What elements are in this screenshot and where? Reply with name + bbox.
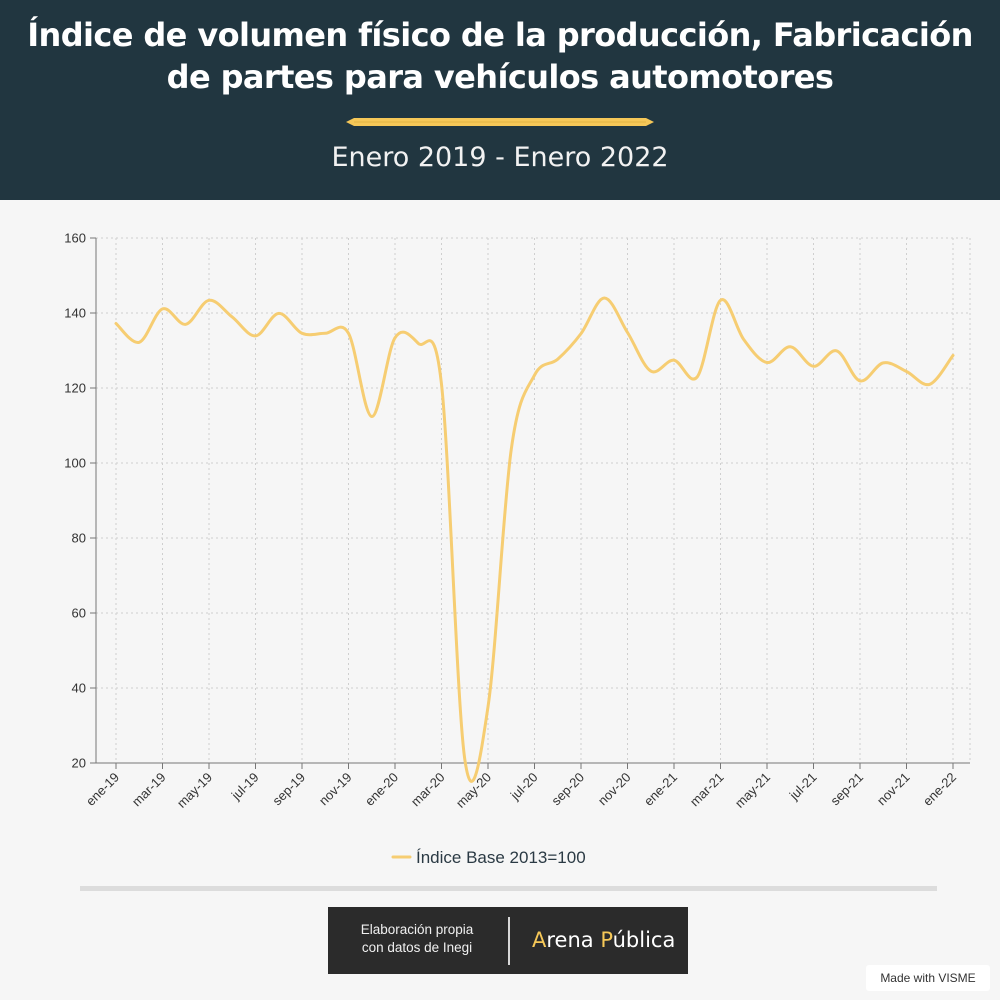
- brand-text-2: ública: [612, 928, 676, 952]
- legend-label: Índice Base 2013=100: [416, 848, 586, 867]
- y-axis-ticks: 20 40 60 80 100 120 140 160: [64, 231, 96, 771]
- brand-letter-p: P: [600, 928, 613, 952]
- y-tick-label: 140: [64, 306, 86, 321]
- series-line: [114, 296, 955, 783]
- x-tick-label: ene-21: [641, 770, 680, 809]
- series-layer: [114, 296, 955, 783]
- credit-text: Elaboración propia con datos de Inegi: [342, 921, 492, 957]
- made-with-visme-badge[interactable]: Made with VISME: [866, 965, 990, 991]
- line-chart: 20 40 60 80 100 120 140 160 ene-19 mar-19 may-19 j…: [64, 231, 971, 867]
- x-tick-label: mar-21: [687, 770, 727, 810]
- x-tick-label: ene-20: [362, 770, 401, 809]
- x-tick-label: sep-20: [548, 770, 587, 809]
- grid-lines: [96, 237, 971, 763]
- axes: [95, 238, 970, 764]
- y-tick-label: 160: [64, 231, 86, 246]
- x-tick-label: sep-19: [269, 770, 308, 809]
- chart-area: 20 40 60 80 100 120 140 160 ene-19 mar-19 may-19 j…: [0, 200, 1000, 880]
- y-tick-label: 80: [72, 531, 86, 546]
- chart-header: Índice de volumen físico de la producció…: [0, 0, 1000, 200]
- credit-separator: [508, 917, 510, 965]
- x-tick-label: mar-19: [129, 770, 169, 810]
- y-tick-label: 120: [64, 381, 86, 396]
- x-tick-label: may-21: [732, 770, 773, 811]
- x-axis-ticks: ene-19 mar-19 may-19 jul-19 sep-19 nov-19 ene-…: [83, 763, 959, 811]
- x-tick-label: ene-19: [83, 770, 122, 809]
- chart-subtitle: Enero 2019 - Enero 2022: [331, 142, 669, 173]
- x-tick-label: ene-22: [920, 770, 959, 809]
- x-tick-label: jul-20: [507, 770, 541, 804]
- x-tick-label: jul-19: [228, 770, 262, 804]
- x-tick-label: nov-21: [874, 770, 913, 809]
- x-tick-label: may-19: [174, 770, 215, 811]
- footer-divider: [80, 886, 937, 891]
- x-tick-label: sep-21: [827, 770, 866, 809]
- y-tick-label: 40: [72, 681, 86, 696]
- y-tick-label: 100: [64, 456, 86, 471]
- brand-logo: Arena Pública: [532, 926, 682, 954]
- x-tick-label: mar-20: [408, 770, 448, 810]
- pencil-divider-icon: [346, 118, 654, 126]
- y-tick-label: 20: [72, 756, 86, 771]
- credit-line-1: Elaboración propia: [360, 922, 474, 937]
- legend: Índice Base 2013=100: [391, 848, 586, 867]
- credit-box: Elaboración propia con datos de Inegi Ar…: [328, 907, 688, 974]
- x-tick-label: may-20: [453, 770, 494, 811]
- chart-title: Índice de volumen físico de la producció…: [27, 16, 973, 96]
- brand-text-1: rena: [546, 928, 601, 952]
- x-tick-label: nov-19: [316, 770, 355, 809]
- credit-line-2: con datos de Inegi: [361, 940, 473, 955]
- brand-letter-a: A: [532, 928, 547, 952]
- y-tick-label: 60: [72, 606, 86, 621]
- x-tick-label: nov-20: [595, 770, 634, 809]
- x-tick-label: jul-21: [786, 770, 820, 804]
